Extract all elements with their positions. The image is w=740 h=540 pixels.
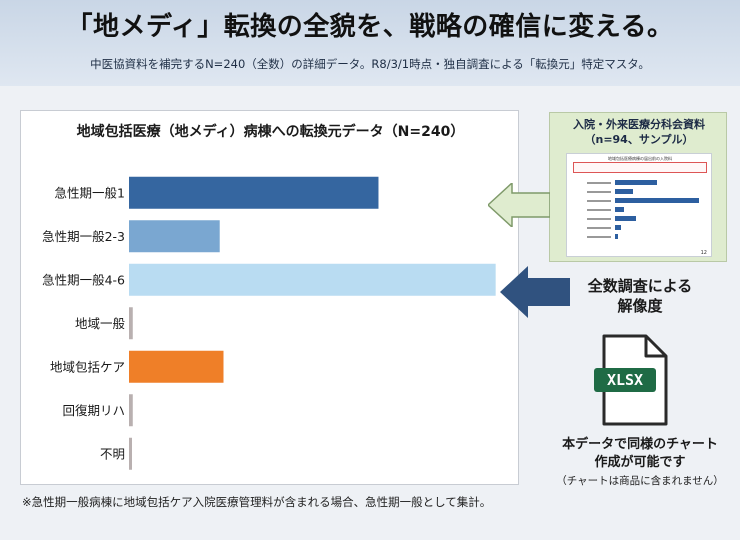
footnote: ※急性期一般病棟に地域包括ケア入院医療管理料が含まれる場合、急性期一般として集計… <box>22 495 492 509</box>
thumbnail-doc-heading: 地域包括医療病棟の届出前の入院料 <box>608 156 672 161</box>
callout-line1: 全数調査による <box>587 277 693 295</box>
category-label: 地域包括ケア <box>50 359 125 374</box>
category-label: 急性期一般1 <box>55 185 125 200</box>
thumbnail-title-line2: （n=94、サンプル） <box>584 133 694 146</box>
arrow-left-light-icon <box>488 183 550 227</box>
xlsx-label: XLSX <box>607 371 643 389</box>
category-label: 回復期リハ <box>62 403 125 418</box>
thumbnail-title-line1: 入院・外来医療分科会資料 <box>573 118 705 131</box>
mini-label-line <box>587 200 611 202</box>
mini-label-line <box>587 236 611 238</box>
category-label: 不明 <box>100 446 125 461</box>
category-label: 急性期一般4-6 <box>42 272 125 287</box>
callout-text: 全数調査による 解像度 <box>555 276 725 316</box>
page-subline: 中医協資料を補完するN=240（全数）の詳細データ。R8/3/1時点・独自調査に… <box>90 57 650 71</box>
caption-line1: 本データで同様のチャート <box>562 437 718 452</box>
mini-bar <box>615 180 657 185</box>
mini-bar <box>615 225 621 230</box>
thumbnail-page-number: 12 <box>701 250 707 256</box>
mini-label-line <box>587 227 611 229</box>
mini-label-line <box>587 218 611 220</box>
mini-bar <box>615 216 636 221</box>
mini-label-line <box>587 191 611 193</box>
category-label: 急性期一般2-3 <box>42 229 125 244</box>
source-thumbnail: 入院・外来医療分科会資料 （n=94、サンプル） 地域包括医療病棟の届出前の入院… <box>549 112 727 262</box>
mini-label-line <box>587 209 611 211</box>
thumbnail-doc-note <box>573 162 707 173</box>
caption-text: 本データで同様のチャート 作成が可能です <box>540 436 740 472</box>
xlsx-file-icon: XLSX <box>594 334 668 426</box>
thumbnail-document: 地域包括医療病棟の届出前の入院料 12 <box>566 153 712 257</box>
page-headline: 「地メディ」転換の全貌を、戦略の確信に変える。 <box>66 12 674 42</box>
chart-title: 地域包括医療（地メディ）病棟への転換元データ（N=240） <box>76 124 465 140</box>
caption-line2: 作成が可能です <box>594 455 686 470</box>
bar <box>129 307 133 340</box>
bar <box>129 176 379 209</box>
category-label: 地域一般 <box>75 316 126 331</box>
bar <box>129 394 133 427</box>
bar <box>129 437 132 470</box>
thumbnail-title: 入院・外来医療分科会資料 （n=94、サンプル） <box>550 117 728 147</box>
mini-bar <box>615 189 633 194</box>
thumbnail-mini-chart: 12 <box>587 180 707 256</box>
chart-panel: 地域包括医療（地メディ）病棟への転換元データ（N=240） 急性期一般1 急性期一… <box>20 110 519 485</box>
callout-line2: 解像度 <box>617 297 663 315</box>
bar <box>129 220 220 253</box>
caption-sub: （チャートは商品に含まれません） <box>556 475 724 487</box>
mini-bar <box>615 198 699 203</box>
mini-label-line <box>587 182 611 184</box>
arrow-left-dark-icon <box>500 266 570 318</box>
bar <box>129 350 224 383</box>
bar <box>129 263 496 296</box>
mini-bar <box>615 234 618 239</box>
mini-bar <box>615 207 624 212</box>
header-banner: 「地メディ」転換の全貌を、戦略の確信に変える。 中医協資料を補完するN=240（… <box>0 0 740 86</box>
